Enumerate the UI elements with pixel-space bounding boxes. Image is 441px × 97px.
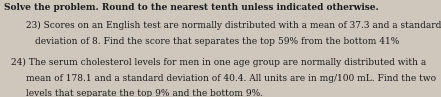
Text: deviation of 8. Find the score that separates the top 59% from the bottom 41%: deviation of 8. Find the score that sepa… bbox=[35, 37, 400, 46]
Text: 23) Scores on an English test are normally distributed with a mean of 37.3 and a: 23) Scores on an English test are normal… bbox=[26, 21, 441, 30]
Text: mean of 178.1 and a standard deviation of 40.4. All units are in mg/100 mL. Find: mean of 178.1 and a standard deviation o… bbox=[26, 74, 437, 83]
Text: levels that separate the top 9% and the bottom 9%.: levels that separate the top 9% and the … bbox=[26, 89, 264, 97]
Text: 24) The serum cholesterol levels for men in one age group are normally distribut: 24) The serum cholesterol levels for men… bbox=[11, 58, 426, 67]
Text: Solve the problem. Round to the nearest tenth unless indicated otherwise.: Solve the problem. Round to the nearest … bbox=[4, 3, 378, 12]
